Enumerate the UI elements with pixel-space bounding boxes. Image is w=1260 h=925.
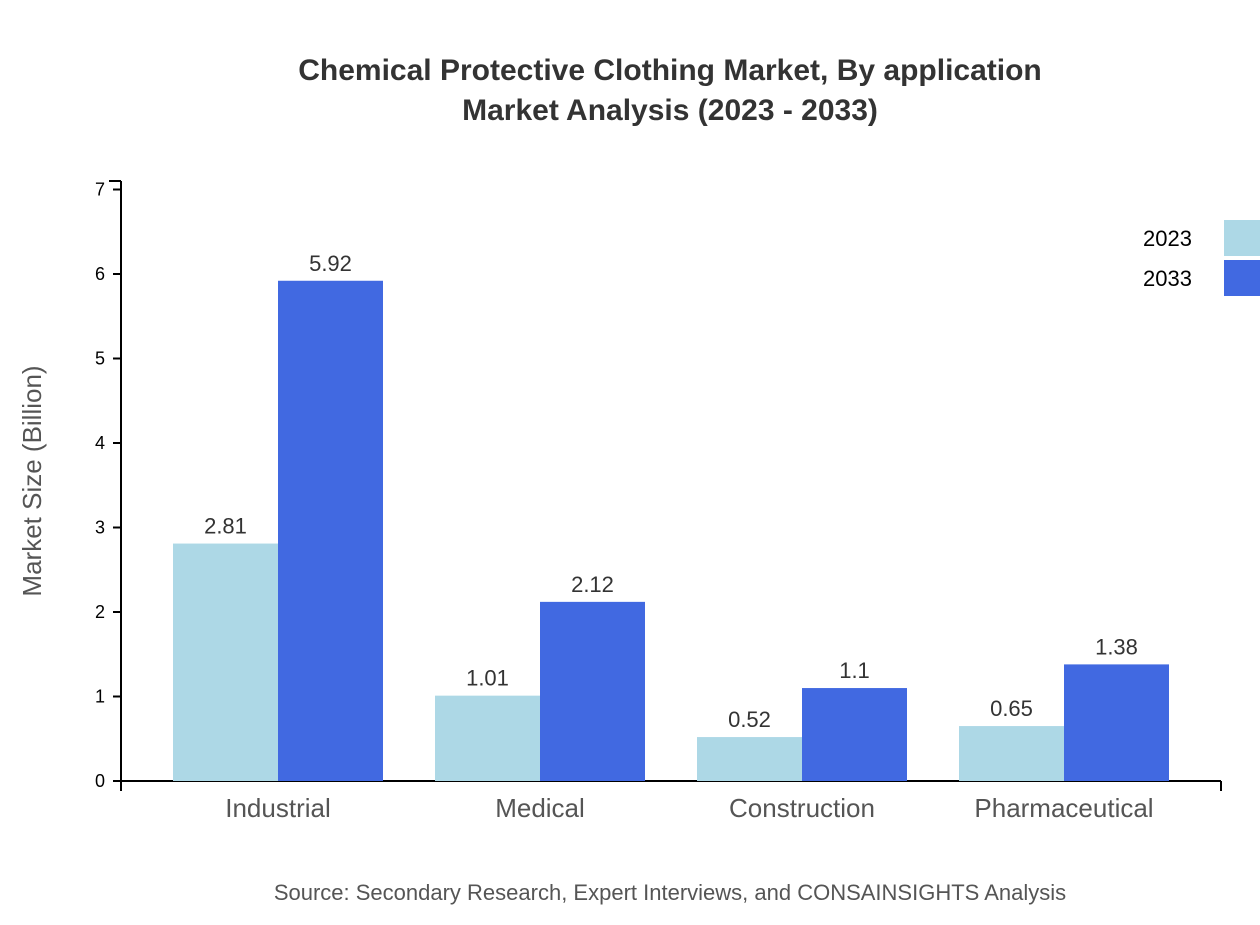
y-tick-label: 6 (95, 264, 105, 284)
bar-2033-construction (802, 688, 907, 781)
data-label: 2.81 (204, 514, 247, 539)
legend-swatch (1224, 260, 1260, 296)
y-axis-label: Market Size (Billion) (17, 365, 47, 596)
y-tick-label: 0 (95, 771, 105, 791)
y-tick-label: 1 (95, 687, 105, 707)
bar-2023-construction (697, 737, 802, 781)
y-tick-label: 4 (95, 433, 105, 453)
x-tick-label: Construction (729, 793, 875, 823)
legend-label: 2023 (1143, 226, 1192, 251)
bar-2023-medical (435, 695, 540, 781)
data-label: 2.12 (571, 572, 614, 597)
legend-swatch (1224, 220, 1260, 256)
y-tick-label: 5 (95, 349, 105, 369)
x-tick-label: Pharmaceutical (974, 793, 1153, 823)
chart-title: Chemical Protective Clothing Market, By … (298, 54, 1042, 87)
bar-2023-industrial (173, 543, 278, 781)
x-tick-label: Industrial (225, 793, 331, 823)
data-label: 1.38 (1095, 634, 1138, 659)
bar-2033-pharmaceutical (1064, 664, 1169, 781)
x-tick-label: Medical (495, 793, 585, 823)
bar-2033-medical (540, 601, 645, 781)
data-label: 5.92 (309, 251, 352, 276)
data-label: 1.1 (839, 658, 870, 683)
y-tick-label: 7 (95, 180, 105, 200)
data-label: 1.01 (466, 666, 509, 691)
data-label: 0.52 (728, 707, 771, 732)
legend-label: 2033 (1143, 266, 1192, 291)
chart-subtitle: Market Analysis (2023 - 2033) (462, 94, 878, 127)
y-tick-label: 2 (95, 602, 105, 622)
bar-2033-industrial (278, 280, 383, 781)
y-tick-label: 3 (95, 518, 105, 538)
bar-2023-pharmaceutical (959, 726, 1064, 781)
source-note: Source: Secondary Research, Expert Inter… (274, 880, 1066, 905)
data-label: 0.65 (990, 696, 1033, 721)
